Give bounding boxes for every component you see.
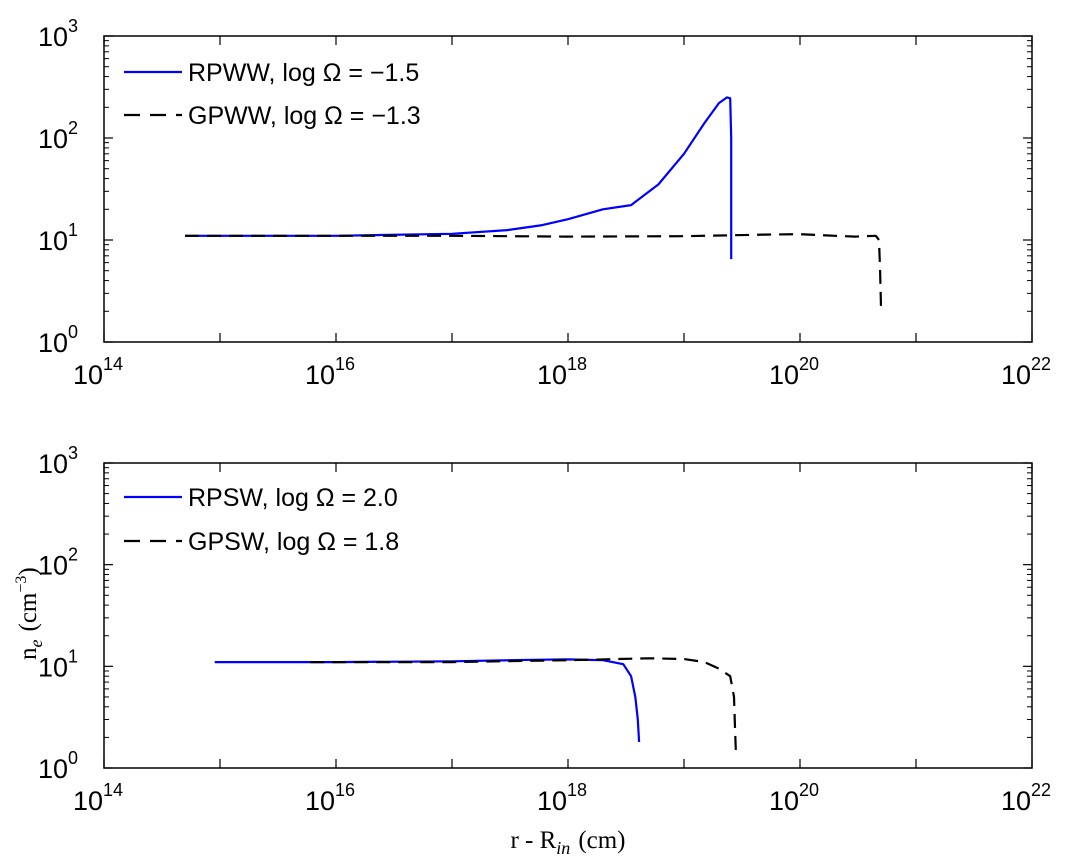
top-ytick-label: 102: [38, 118, 78, 154]
bottom-xtick-label: 1022: [1001, 780, 1051, 816]
top-ytick-label: 101: [38, 220, 78, 256]
top-legend-label-0: RPWW, log Ω = −1.5: [188, 59, 419, 87]
top-xtick-label: 1020: [769, 354, 819, 390]
bottom-xtick-label: 1016: [305, 780, 355, 816]
x-axis-title: r - Rin (cm): [510, 827, 625, 858]
bottom-xtick-label: 1020: [769, 780, 819, 816]
top-series-solid-line: [185, 96, 733, 260]
top-xtick-label: 1018: [537, 354, 587, 390]
bottom-xtick-label: 1018: [537, 780, 587, 816]
bottom-ytick-label: 100: [38, 748, 78, 784]
bottom-legend-label-0: RPSW, log Ω = 2.0: [188, 484, 398, 512]
bottom-ytick-label: 103: [38, 443, 78, 479]
bottom-panel: 1014 1016 1018 1020 1022 100 101 102 103 RPSW, lo…: [38, 443, 1051, 816]
bottom-legend-label-1: GPSW, log Ω = 1.8: [188, 528, 399, 556]
top-xtick-label: 1014: [73, 354, 123, 390]
top-ytick-label: 103: [38, 16, 78, 52]
y-axis-title: ne(cm−3): [13, 567, 46, 660]
top-xtick-label: 1022: [1001, 354, 1051, 390]
bottom-ytick-label: 102: [38, 545, 78, 581]
bottom-series-dashed-line: [310, 657, 737, 754]
top-xtick-label: 1016: [305, 354, 355, 390]
top-ytick-label: 100: [38, 322, 78, 358]
bottom-xtick-label: 1014: [73, 780, 123, 816]
bottom-ytick-label: 101: [38, 646, 78, 682]
top-panel: 1014 1016 1018 1020 1022 100 101 102 103 RPWW, lo…: [38, 16, 1051, 390]
bottom-series-solid-line: [214, 658, 641, 743]
top-legend-label-1: GPWW, log Ω = −1.3: [188, 102, 421, 130]
top-series-dashed-line: [185, 233, 883, 312]
